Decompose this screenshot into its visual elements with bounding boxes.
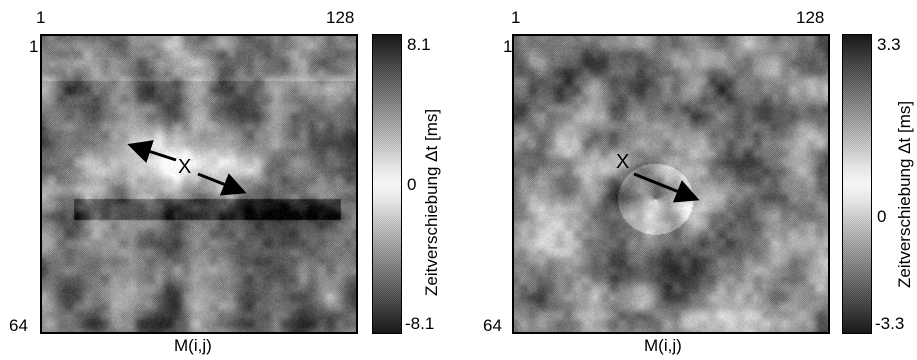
left-axis-side-start: 1 bbox=[29, 37, 39, 56]
left-axis-side-end: 64 bbox=[9, 316, 28, 335]
right-colorbar-mid: 0 bbox=[877, 207, 887, 226]
right-heatmap-canvas bbox=[514, 36, 828, 332]
left-xlabel: M(i,j) bbox=[174, 336, 212, 355]
left-axis-top-end: 128 bbox=[326, 8, 355, 27]
left-colorbar bbox=[372, 34, 402, 334]
right-axis-top-end: 128 bbox=[796, 8, 825, 27]
right-colorbar-max: 3.3 bbox=[877, 35, 901, 54]
left-axis-top-start: 1 bbox=[36, 8, 46, 27]
right-map-marker: X bbox=[616, 151, 630, 173]
right-heatmap bbox=[512, 34, 830, 334]
left-heatmap bbox=[40, 34, 358, 334]
left-heatmap-canvas bbox=[42, 36, 356, 332]
right-colorbar bbox=[842, 34, 872, 334]
left-colorbar-label: Zeitverschiebung Δt [ms] bbox=[422, 108, 441, 296]
left-map-marker: X bbox=[178, 156, 192, 178]
left-colorbar-max: 8.1 bbox=[407, 35, 431, 54]
left-colorbar-mid: 0 bbox=[407, 175, 417, 194]
right-axis-side-start: 1 bbox=[503, 37, 513, 56]
right-colorbar-canvas bbox=[843, 35, 871, 333]
right-axis-side-end: 64 bbox=[483, 316, 502, 335]
right-xlabel: M(i,j) bbox=[644, 336, 682, 355]
right-colorbar-min: -3.3 bbox=[875, 314, 905, 333]
right-colorbar-label: Zeitverschiebung Δt [ms] bbox=[895, 100, 914, 288]
right-axis-top-start: 1 bbox=[511, 8, 521, 27]
left-colorbar-min: -8.1 bbox=[405, 314, 435, 333]
left-colorbar-canvas bbox=[373, 35, 401, 333]
